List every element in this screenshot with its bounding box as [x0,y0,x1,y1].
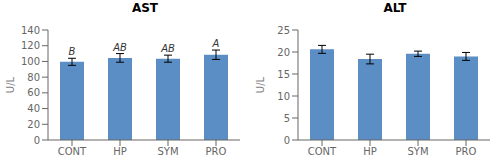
svg-text:A: A [212,38,220,49]
svg-text:PRO: PRO [206,146,227,157]
svg-text:80: 80 [27,72,40,83]
svg-text:HP: HP [113,146,127,157]
svg-text:AB: AB [112,42,127,53]
html-text:ALT: ALT [383,1,407,15]
svg-text:U/L: U/L [255,76,266,93]
svg-text:HP: HP [363,146,377,157]
svg-text:SYM: SYM [157,146,178,157]
svg-text:140: 140 [21,25,40,36]
svg-text:25: 25 [277,25,290,36]
svg-text:60: 60 [27,87,40,98]
svg-text:15: 15 [277,69,290,80]
html-text:AST: AST [131,1,159,15]
svg-text:5: 5 [284,113,290,124]
svg-text:AB: AB [160,43,175,54]
svg-text:0: 0 [284,135,290,146]
svg-text:100: 100 [21,56,40,67]
svg-text:U/L: U/L [8,76,16,93]
svg-text:20: 20 [27,119,40,130]
svg-text:B: B [69,46,76,57]
svg-text:CONT: CONT [308,146,337,157]
svg-text:CONT: CONT [58,146,87,157]
svg-text:120: 120 [21,40,40,51]
svg-text:10: 10 [277,91,290,102]
svg-text:20: 20 [277,47,290,58]
svg-text:0: 0 [34,135,40,146]
svg-text:40: 40 [27,103,40,114]
svg-text:PRO: PRO [456,146,477,157]
svg-text:SYM: SYM [407,146,428,157]
